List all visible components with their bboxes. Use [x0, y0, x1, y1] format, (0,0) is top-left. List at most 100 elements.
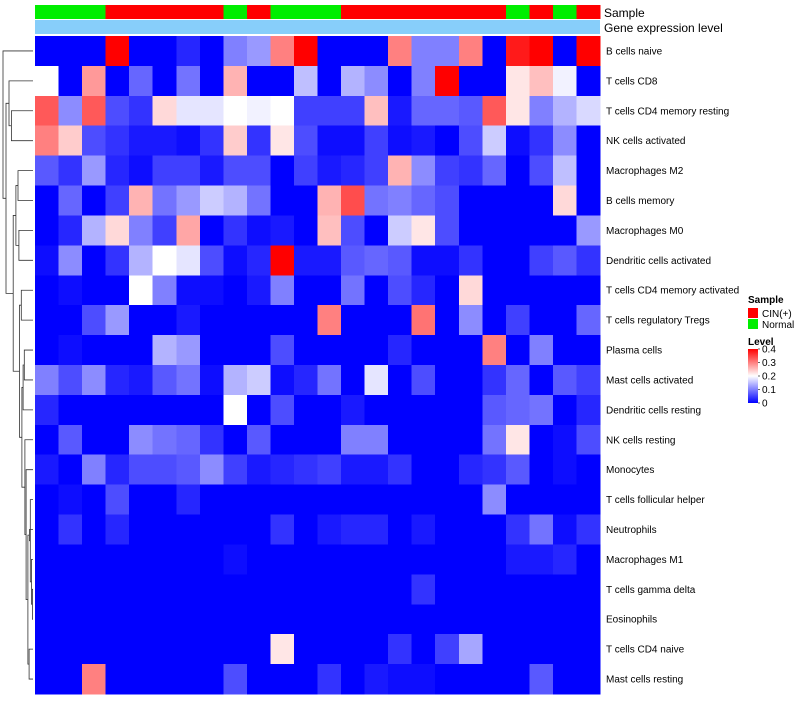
row-label: Macrophages M1 [606, 555, 684, 566]
heatmap-cell [293, 604, 318, 635]
sample-group-cell [482, 5, 507, 19]
heatmap-cell [576, 305, 601, 336]
heatmap-cell [388, 65, 412, 97]
heatmap-cell [505, 275, 530, 306]
heatmap-cell [129, 155, 154, 186]
heatmap-cell [435, 275, 460, 306]
heatmap-cell [411, 275, 436, 306]
heatmap-cell [176, 514, 201, 545]
heatmap-cell [105, 484, 130, 515]
heatmap-cell [458, 454, 483, 485]
heatmap-cell [388, 335, 412, 366]
heatmap-cell [270, 155, 295, 186]
heatmap-cell [317, 365, 342, 396]
heatmap-cell [246, 36, 271, 67]
heatmap-cell [199, 275, 224, 306]
heatmap-cell [505, 125, 530, 156]
heatmap-cell [270, 514, 295, 545]
heatmap-cell [199, 95, 224, 127]
heatmap-cell [58, 185, 83, 216]
row-label: NK cells activated [606, 136, 685, 147]
heatmap-cell [364, 275, 389, 306]
heatmap-cell [388, 394, 412, 426]
heatmap-cell [317, 484, 342, 515]
heatmap-cell [176, 125, 201, 156]
heatmap-cell [82, 394, 106, 426]
annotation-tracks [35, 5, 601, 34]
heatmap-cell [435, 125, 460, 156]
heatmap-cell [411, 514, 436, 545]
heatmap-cell [35, 365, 59, 396]
heatmap-cell [129, 514, 154, 545]
heatmap-cell [529, 484, 554, 515]
heatmap-cell [576, 424, 601, 456]
heatmap-cell [576, 36, 601, 67]
heatmap-cell [176, 634, 201, 665]
heatmap-cell [35, 634, 59, 665]
heatmap-cell [246, 185, 271, 216]
heatmap-cell [176, 574, 201, 605]
heatmap-cell [270, 185, 295, 216]
heatmap-cell [58, 514, 83, 545]
sample-group-cell [105, 5, 130, 19]
heatmap-cell [105, 275, 130, 306]
level-tick-label: 0.2 [762, 372, 776, 383]
dendrogram-branch [20, 289, 33, 321]
heatmap-cell [82, 36, 106, 67]
heatmap-cell [364, 365, 389, 396]
heatmap-cell [129, 335, 154, 366]
heatmap-cell [482, 305, 507, 336]
heatmap-cell [552, 245, 577, 276]
heatmap-cell [411, 544, 436, 575]
heatmap-cell [458, 394, 483, 426]
heatmap-cell [576, 245, 601, 276]
heatmap-cell [576, 215, 601, 246]
heatmap-cell [411, 634, 436, 665]
heatmap-cell [58, 394, 83, 426]
heatmap-cell [105, 125, 130, 156]
heatmap-cell [529, 95, 554, 127]
heatmap-cell [152, 305, 177, 336]
heatmap-cell [199, 155, 224, 186]
heatmap-cell [270, 36, 295, 67]
heatmap-cell [82, 664, 106, 695]
heatmap-cell [529, 245, 554, 276]
heatmap-cell [246, 335, 271, 366]
heatmap-cell [270, 634, 295, 665]
heatmap-cell [152, 574, 177, 605]
heatmap-cell [58, 305, 83, 336]
heatmap-cell [411, 125, 436, 156]
heatmap-cells [35, 36, 601, 695]
heatmap-cell [152, 275, 177, 306]
heatmap-cell [435, 155, 460, 186]
heatmap-cell [364, 604, 389, 635]
heatmap-cell [270, 275, 295, 306]
heatmap-cell [317, 574, 342, 605]
heatmap-cell [105, 365, 130, 396]
heatmap-cell [505, 36, 530, 67]
heatmap-cell [129, 544, 154, 575]
sample-group-cell [505, 5, 530, 19]
heatmap-cell [35, 65, 59, 97]
heatmap-cell [246, 245, 271, 276]
heatmap-cell [152, 65, 177, 97]
heatmap-cell [505, 514, 530, 545]
heatmap-cell [552, 604, 577, 635]
heatmap-cell [505, 544, 530, 575]
heatmap-cell [129, 215, 154, 246]
heatmap-cell [293, 365, 318, 396]
heatmap-cell [317, 65, 342, 97]
row-label: T cells gamma delta [606, 585, 696, 596]
heatmap-cell [293, 454, 318, 485]
heatmap-cell [435, 484, 460, 515]
heatmap-cell [411, 335, 436, 366]
sample-group-cell [411, 5, 436, 19]
heatmap-cell [246, 215, 271, 246]
heatmap-cell [529, 634, 554, 665]
heatmap-cell [223, 36, 248, 67]
heatmap-cell [293, 65, 318, 97]
heatmap-cell [341, 215, 365, 246]
heatmap-cell [341, 484, 365, 515]
heatmap-cell [105, 65, 130, 97]
